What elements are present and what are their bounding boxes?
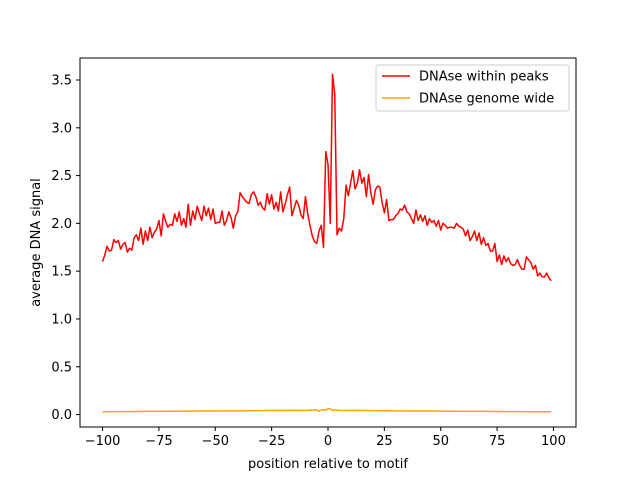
- legend-label: DNAse genome wide: [419, 92, 554, 107]
- y-tick-label: 1.0: [51, 312, 72, 327]
- x-axis-label: position relative to motif: [248, 457, 408, 472]
- x-tick-label: −25: [258, 434, 285, 449]
- legend-box: [375, 64, 570, 112]
- y-tick-label: 0.5: [51, 360, 72, 375]
- y-tick-label: 3.0: [51, 121, 72, 136]
- y-tick-label: 1.5: [51, 265, 72, 280]
- y-tick-label: 3.5: [51, 73, 72, 88]
- y-axis-label: average DNA signal: [29, 178, 44, 307]
- x-tick-label: 75: [489, 434, 506, 449]
- legend: DNAse within peaks DNAse genome wide: [375, 64, 570, 112]
- x-tick-label: −75: [145, 434, 172, 449]
- x-tick-label: 0: [324, 434, 332, 449]
- x-tick-label: −50: [202, 434, 229, 449]
- x-tick-label: 50: [432, 434, 449, 449]
- x-tick-label: 25: [376, 434, 393, 449]
- plot-lines: [101, 73, 552, 413]
- y-axis: 0.0 0.5 1.0 1.5 2.0 2.5 3.0 3.5: [51, 73, 80, 423]
- x-tick-label: −100: [85, 434, 121, 449]
- legend-label: DNAse within peaks: [419, 70, 549, 85]
- y-tick-label: 2.0: [51, 217, 72, 232]
- series-line-1: [101, 73, 552, 282]
- series-line-2: [102, 407, 552, 413]
- x-axis: −100 −75 −50 −25 0 25 50 75 100: [85, 427, 566, 449]
- y-tick-label: 2.5: [51, 169, 72, 184]
- y-tick-label: 0.0: [51, 408, 72, 423]
- x-tick-label: 100: [541, 434, 566, 449]
